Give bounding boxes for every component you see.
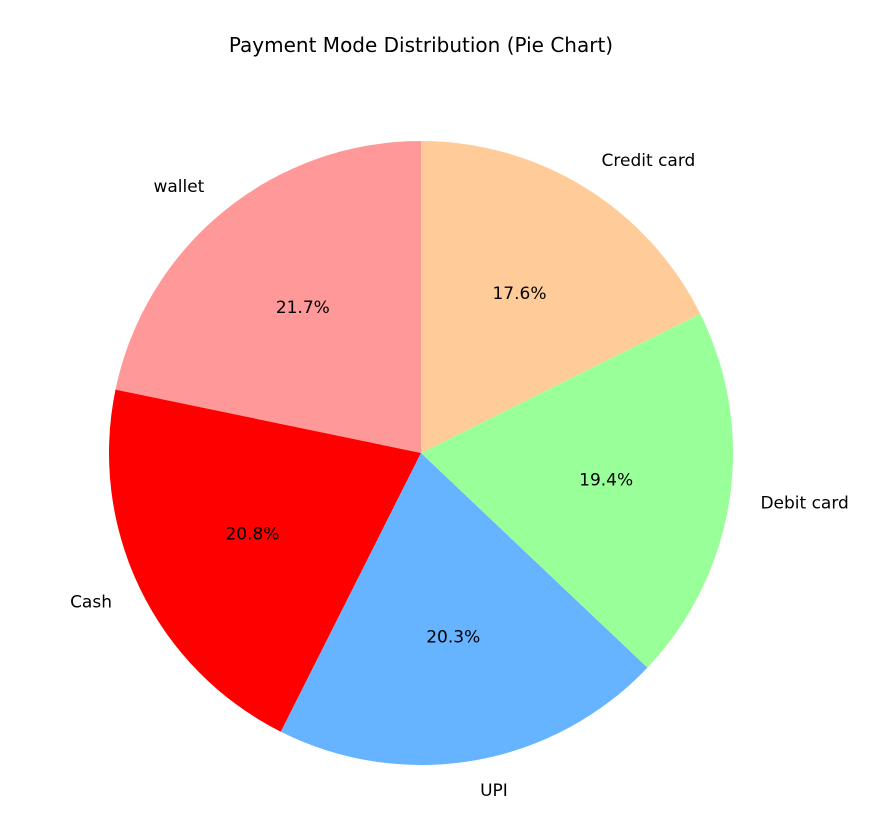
pie-slice-percent-label: 20.3% bbox=[426, 627, 480, 647]
pie-slice-percent-label: 17.6% bbox=[492, 284, 546, 304]
pie-slice-wallet bbox=[115, 141, 421, 453]
pie-slice-percent-label: 20.8% bbox=[225, 524, 279, 544]
pie-slice-category-label: Cash bbox=[70, 592, 112, 612]
chart-title: Payment Mode Distribution (Pie Chart) bbox=[229, 33, 613, 57]
pie-slice-upi bbox=[280, 453, 648, 766]
pie-slice-category-label: UPI bbox=[480, 781, 508, 801]
pie-slice-cash bbox=[109, 389, 421, 732]
pie-slice-category-label: wallet bbox=[153, 177, 204, 197]
pie-slice-credit-card bbox=[421, 140, 701, 453]
pie-labels: 21.7% wallet 20.8% Cash 20.3% UPI 19.4% Debit c… bbox=[70, 151, 849, 801]
pie-slice-category-label: Credit card bbox=[602, 151, 696, 171]
pie-slice-percent-label: 21.7% bbox=[276, 298, 330, 318]
pie-slice-debit-card bbox=[421, 313, 734, 668]
pie-slices bbox=[109, 140, 734, 766]
pie-slice-percent-label: 19.4% bbox=[579, 471, 633, 491]
pie-slice-category-label: Debit card bbox=[760, 494, 848, 514]
